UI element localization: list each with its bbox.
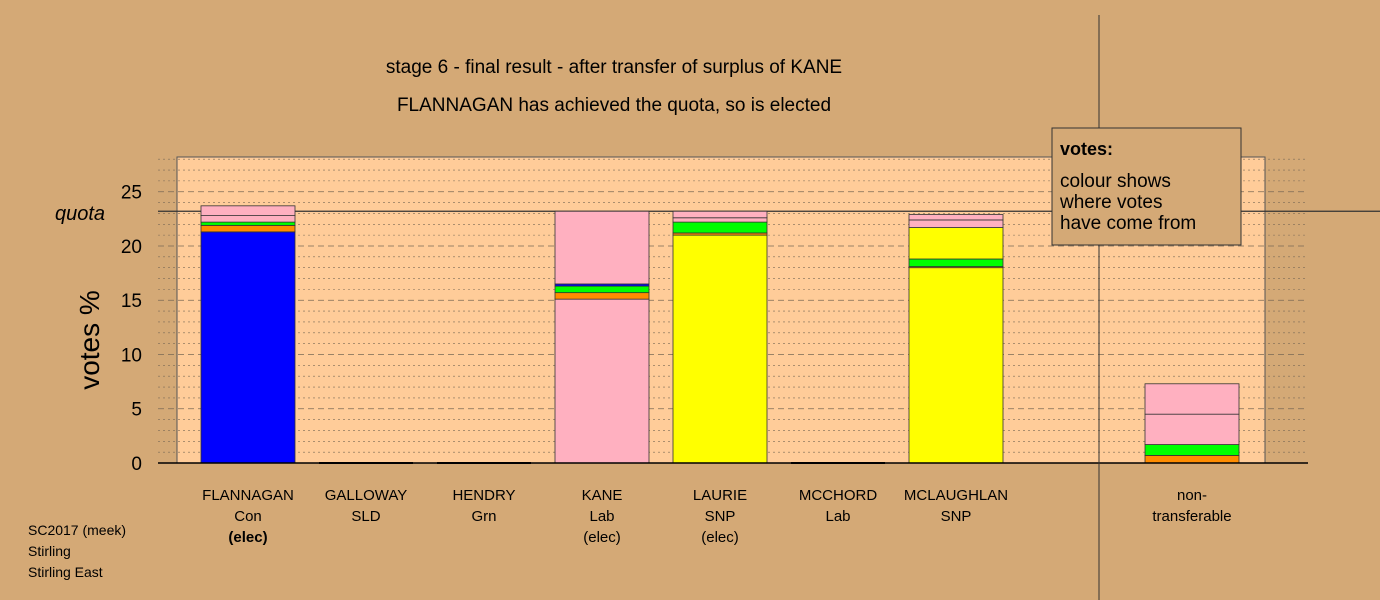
legend-line-3: have come from: [1060, 213, 1196, 234]
candidate-party: Lab: [825, 508, 850, 525]
candidate-bar-flannagan: [200, 205, 296, 464]
bar-segment-lab: [1144, 413, 1240, 445]
bar-segment-lab: [908, 219, 1004, 228]
bar-segment-grn: [1144, 444, 1240, 456]
y-tick-label: 25: [121, 183, 142, 204]
candidate-bar-mclaughlan: [908, 214, 1004, 464]
chart-subtitle: FLANNAGAN has achieved the quota, so is …: [397, 95, 831, 116]
candidate-party: SLD: [351, 508, 380, 525]
bar-segment-sld: [554, 292, 650, 300]
y-tick-label: 0: [131, 454, 142, 475]
candidate-name: LAURIE: [693, 487, 747, 504]
quota-label: quota: [55, 203, 105, 225]
y-tick-label: 15: [121, 291, 142, 312]
legend: votes: colour shows where votes have com…: [1051, 127, 1242, 246]
footer-line-3: Stirling East: [28, 564, 103, 580]
candidate-bar-kane: [554, 210, 650, 464]
bar-segment-lab: [672, 210, 768, 219]
footer-line-2: Stirling: [28, 543, 71, 559]
bar-segment-con: [200, 231, 296, 464]
candidate-name: non-: [1177, 487, 1207, 504]
candidate-name: FLANNAGAN: [202, 487, 294, 504]
footer: SC2017 (meek) Stirling Stirling East: [28, 522, 126, 580]
candidate-status: (elec): [583, 529, 621, 546]
bar-segment-lab: [1144, 383, 1240, 415]
y-axis-label: votes %: [74, 290, 105, 390]
candidate-name: MCCHORD: [799, 487, 877, 504]
candidate-party: transferable: [1152, 508, 1231, 525]
bar-segment-lab: [908, 214, 1004, 221]
candidate-status: (elec): [701, 529, 739, 546]
bar-segment-lab: [200, 215, 296, 223]
bar-segment-sld: [200, 224, 296, 233]
bar-segment-lab: [672, 217, 768, 223]
footer-line-1: SC2017 (meek): [28, 522, 126, 538]
bar-segment-lab: [554, 298, 650, 464]
candidate-name: MCLAUGHLAN: [904, 487, 1008, 504]
candidate-party: Lab: [589, 508, 614, 525]
bar-segment-lab: [554, 210, 650, 285]
candidate-party: Con: [234, 508, 262, 525]
y-tick-label: 20: [121, 237, 142, 258]
candidate-bar-non-: [1144, 383, 1240, 464]
legend-line-2: where votes: [1059, 192, 1162, 213]
candidate-name: HENDRY: [452, 487, 515, 504]
bar-segment-grn: [672, 221, 768, 234]
legend-title: votes:: [1060, 139, 1113, 159]
chart-title: stage 6 - final result - after transfer …: [386, 57, 842, 78]
candidate-name: GALLOWAY: [325, 487, 408, 504]
bar-segment-grn: [200, 221, 296, 226]
bar-segment-snp: [908, 267, 1004, 464]
y-tick-label: 5: [131, 400, 142, 421]
x-tick-labels: FLANNAGAN Con (elec) GALLOWAY SLD HENDRY Grn KA…: [202, 487, 1231, 546]
candidate-party: Grn: [471, 508, 496, 525]
candidate-name: KANE: [582, 487, 623, 504]
y-axis: 0 5 10 15 20 25: [121, 183, 1308, 475]
candidate-party: SNP: [705, 508, 736, 525]
bar-segment-snp: [908, 227, 1004, 260]
candidate-party: SNP: [941, 508, 972, 525]
bar-segment-sld: [1144, 455, 1240, 464]
legend-line-1: colour shows: [1060, 171, 1171, 192]
y-tick-label: 10: [121, 345, 142, 366]
bar-segment-grn: [554, 285, 650, 294]
bar-segment-grn: [908, 258, 1004, 267]
candidate-bar-laurie: [672, 210, 768, 464]
bar-segment-snp: [672, 234, 768, 464]
bar-segment-lab: [200, 205, 296, 216]
bars: [200, 205, 1240, 464]
candidate-status: (elec): [228, 529, 267, 546]
